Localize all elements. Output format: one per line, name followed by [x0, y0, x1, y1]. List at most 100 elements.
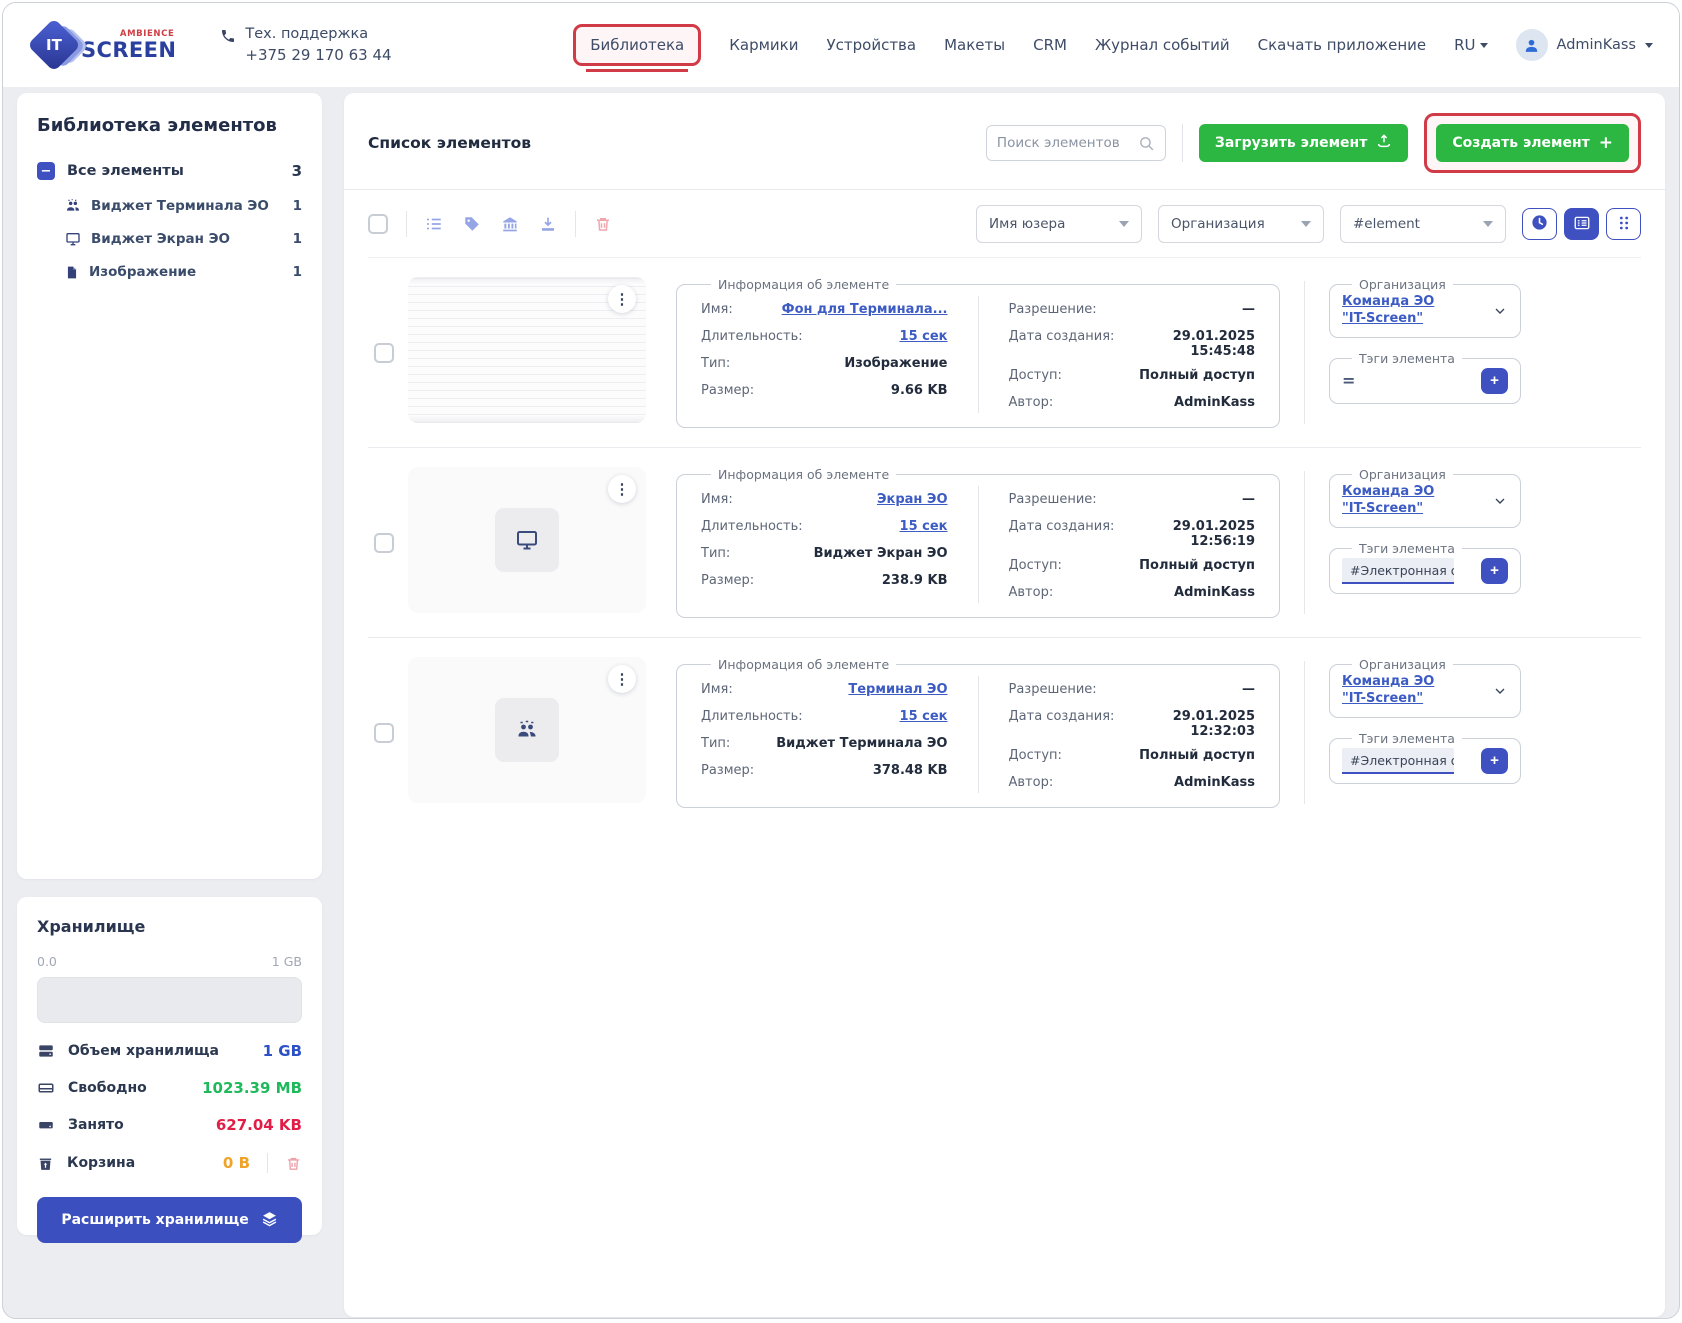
logo-diamond-icon: IT: [27, 16, 89, 74]
tree-item-image[interactable]: Изображение 1: [65, 264, 302, 280]
tab-library-label: Библиотека: [590, 36, 685, 54]
add-tag-button[interactable]: +: [1481, 367, 1508, 394]
row-menu-button[interactable]: ⋮: [608, 665, 636, 693]
field-label: Дата создания:: [1008, 329, 1115, 344]
tab-crm[interactable]: CRM: [1033, 36, 1067, 54]
row-menu-button[interactable]: ⋮: [608, 285, 636, 313]
chevron-down-icon: [1645, 42, 1653, 48]
row-checkbox[interactable]: [374, 722, 394, 743]
field-label: Имя:: [701, 682, 733, 697]
element-thumbnail[interactable]: ⋮: [408, 467, 646, 613]
add-tag-button[interactable]: +: [1481, 747, 1508, 774]
search-icon[interactable]: [1138, 135, 1155, 152]
grid-view-button[interactable]: [1606, 208, 1641, 240]
element-thumbnail[interactable]: ⋮: [408, 277, 646, 423]
tab-download-app[interactable]: Скачать приложение: [1257, 36, 1427, 54]
element-author-value: AdminKass: [1174, 585, 1255, 600]
tab-layouts[interactable]: Макеты: [944, 36, 1006, 54]
element-created-value: 29.01.2025 15:45:48: [1172, 329, 1255, 359]
tree-item-label: Виджет Экран ЭО: [91, 231, 231, 247]
filter-user-select[interactable]: Имя юзера: [976, 205, 1142, 243]
element-duration-link[interactable]: 15 сек: [899, 709, 948, 724]
field-label: Дата создания:: [1008, 519, 1115, 534]
history-view-button[interactable]: [1522, 208, 1557, 240]
field-label: Разрешение:: [1008, 492, 1097, 507]
divider: [1304, 471, 1305, 614]
field-label: Длительность:: [701, 519, 803, 534]
chevron-down-icon[interactable]: [1492, 683, 1508, 699]
search-input[interactable]: [996, 135, 1138, 151]
upload-element-label: Загрузить элемент: [1214, 135, 1368, 151]
tags-legend: Тэги элемента: [1359, 730, 1455, 746]
row-checkbox[interactable]: [374, 532, 394, 553]
tag-chip[interactable]: #Электронная очередь: [1342, 557, 1454, 584]
bank-icon[interactable]: [501, 215, 519, 233]
element-size-value: 9.66 KB: [890, 383, 948, 398]
tab-karmiki[interactable]: Кармики: [729, 36, 799, 54]
chevron-down-icon[interactable]: [1492, 303, 1508, 319]
tab-event-log[interactable]: Журнал событий: [1094, 36, 1230, 54]
tree-item-screen-widget[interactable]: Виджет Экран ЭО 1: [65, 231, 302, 247]
list-icon[interactable]: [425, 215, 443, 233]
organization-link[interactable]: Команда ЭО "IT-Screen": [1342, 294, 1435, 326]
element-name-link[interactable]: Экран ЭО: [876, 492, 948, 507]
element-duration-link[interactable]: 15 сек: [899, 519, 948, 534]
element-name-link[interactable]: Фон для Терминала...: [781, 302, 948, 317]
tree-item-terminal-widget[interactable]: Виджет Терминала ЭО 1: [65, 198, 302, 214]
element-info-fieldset: Информация об элементе Имя: Терминал ЭО Д…: [676, 657, 1280, 808]
chevron-down-icon: [1301, 221, 1311, 227]
chevron-down-icon[interactable]: [1492, 493, 1508, 509]
storage-row-label: Свободно: [68, 1080, 147, 1096]
delete-icon[interactable]: [594, 215, 612, 233]
element-duration-link[interactable]: 15 сек: [899, 329, 948, 344]
tab-library[interactable]: Библиотека: [573, 24, 702, 72]
element-access-value: Полный доступ: [1139, 368, 1255, 383]
divider: [1304, 661, 1305, 804]
expand-storage-button[interactable]: Расширить хранилище: [37, 1197, 302, 1243]
file-icon: [65, 265, 79, 280]
create-element-button[interactable]: Создать элемент +: [1436, 124, 1629, 162]
organization-link[interactable]: Команда ЭО "IT-Screen": [1342, 674, 1435, 706]
element-name-link[interactable]: Терминал ЭО: [848, 682, 948, 697]
element-type-value: Изображение: [844, 356, 948, 371]
layers-icon: [261, 1210, 278, 1231]
element-resolution-value: —: [1242, 492, 1255, 507]
list-view-button[interactable]: [1564, 208, 1599, 240]
app-logo[interactable]: IT AMBIENCE SCREEN: [27, 16, 176, 74]
upload-element-button[interactable]: Загрузить элемент: [1198, 124, 1409, 162]
tree-root-all-elements[interactable]: − Все элементы 3: [37, 162, 302, 180]
avatar: [1515, 29, 1548, 61]
user-menu[interactable]: AdminKass: [1515, 29, 1653, 61]
select-all-checkbox[interactable]: [368, 214, 388, 234]
elements-tree: − Все элементы 3 Виджет Терминала ЭО 1: [37, 162, 302, 280]
organization-link[interactable]: Команда ЭО "IT-Screen": [1342, 484, 1435, 516]
tag-chip[interactable]: #Электронная очередь: [1342, 747, 1454, 774]
storage-row-free: Свободно 1023.39 MB: [37, 1079, 302, 1097]
filter-element-select[interactable]: #element: [1340, 205, 1506, 243]
download-icon[interactable]: [539, 215, 557, 233]
tab-devices[interactable]: Устройства: [826, 36, 917, 54]
tag-icon[interactable]: [463, 215, 481, 233]
element-type-value: Виджет Экран ЭО: [813, 546, 948, 561]
storage-row-trash: Корзина 0 B: [37, 1153, 302, 1173]
monitor-icon: [65, 231, 81, 247]
element-row-terminal-widget: ⋮ Информация об элементе Имя: Терминал ЭО…: [368, 637, 1641, 827]
storage-scale-max: 1 GB: [271, 954, 302, 969]
language-selector[interactable]: RU: [1454, 36, 1488, 54]
add-tag-button[interactable]: +: [1481, 557, 1508, 584]
row-checkbox[interactable]: [374, 342, 394, 363]
element-created-value: 29.01.2025 12:56:19: [1172, 519, 1255, 549]
list-toolbar: Имя юзера Организация #element: [368, 205, 1641, 243]
field-label: Доступ:: [1008, 748, 1062, 763]
element-thumbnail[interactable]: ⋮: [408, 657, 646, 803]
tags-fieldset: Тэги элемента = +: [1329, 350, 1521, 404]
info-legend: Информация об элементе: [718, 657, 890, 672]
element-access-value: Полный доступ: [1139, 748, 1255, 763]
element-row-screen-widget: ⋮ Информация об элементе Имя: Экран ЭО Дл…: [368, 447, 1641, 637]
row-menu-button[interactable]: ⋮: [608, 475, 636, 503]
organization-legend: Организация: [1359, 277, 1446, 292]
filter-organization-select[interactable]: Организация: [1158, 205, 1324, 243]
element-type-value: Виджет Терминала ЭО: [776, 736, 948, 751]
collapse-minus-icon[interactable]: −: [37, 162, 55, 180]
empty-trash-icon[interactable]: [285, 1155, 302, 1172]
